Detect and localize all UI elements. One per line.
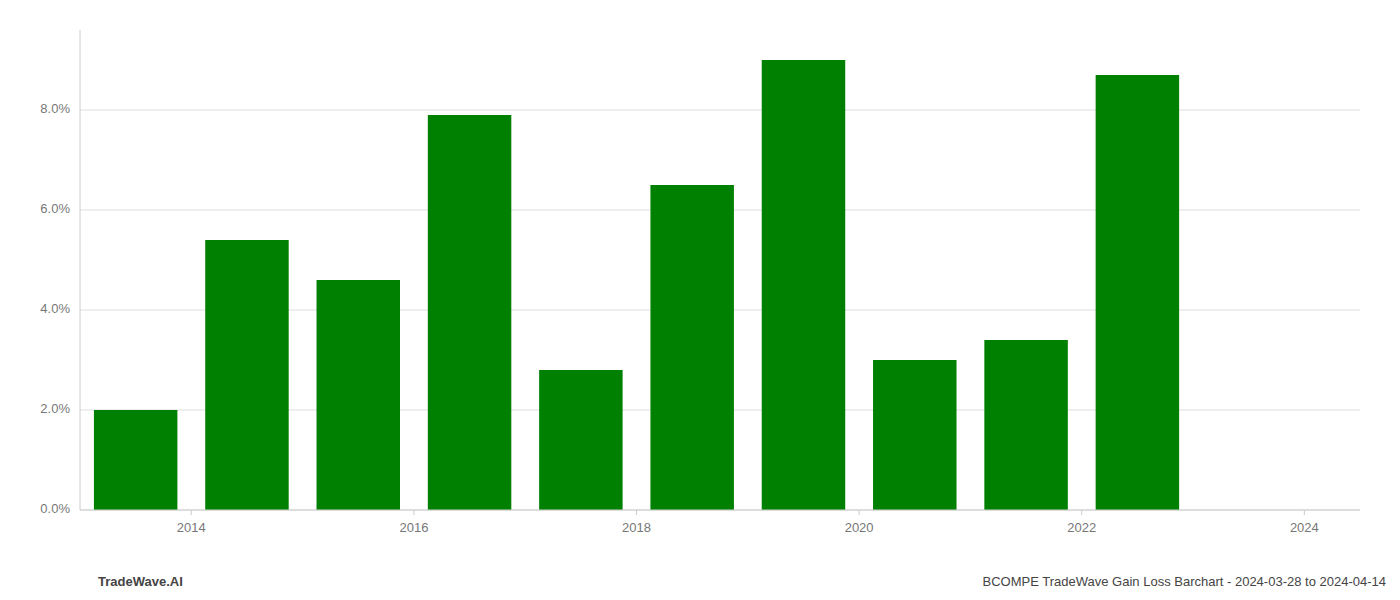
footer: TradeWave.AI BCOMPE TradeWave Gain Loss B… — [98, 574, 1386, 589]
x-tick-label: 2014 — [177, 520, 206, 535]
bar — [539, 370, 622, 510]
x-tick-label: 2020 — [845, 520, 874, 535]
x-tick — [636, 510, 637, 515]
bars — [94, 60, 1179, 510]
y-tick-label: 2.0% — [40, 401, 70, 416]
bar — [428, 115, 511, 510]
bar — [317, 280, 400, 510]
watermark: TradeWave.AI — [98, 574, 183, 589]
chart-svg: 0.0% 2.0% 4.0% 6.0% 8.0% 2014 2016 2018 2020 2022… — [0, 0, 1400, 600]
x-tick-label: 2022 — [1067, 520, 1096, 535]
grid-line — [80, 510, 1360, 511]
chart-title: BCOMPE TradeWave Gain Loss Barchart - 20… — [983, 574, 1386, 589]
x-axis: 2014 2016 2018 2020 2022 2024 — [80, 510, 1360, 535]
bar — [873, 360, 956, 510]
bar — [94, 410, 177, 510]
chart-container: 0.0% 2.0% 4.0% 6.0% 8.0% 2014 2016 2018 2020 2022… — [0, 0, 1400, 600]
y-tick-label: 4.0% — [40, 301, 70, 316]
x-tick — [413, 510, 414, 515]
y-axis: 0.0% 2.0% 4.0% 6.0% 8.0% — [40, 30, 80, 516]
x-tick-label: 2024 — [1290, 520, 1319, 535]
bar — [1096, 75, 1179, 510]
y-tick-label: 8.0% — [40, 101, 70, 116]
x-tick — [859, 510, 860, 515]
bar — [984, 340, 1067, 510]
y-axis-line — [80, 30, 81, 510]
x-axis-line — [80, 510, 1360, 511]
y-tick-label: 0.0% — [40, 501, 70, 516]
x-tick — [1081, 510, 1082, 515]
bar — [650, 185, 733, 510]
bar — [762, 60, 845, 510]
y-tick-label: 6.0% — [40, 201, 70, 216]
x-tick — [1304, 510, 1305, 515]
x-tick-label: 2018 — [622, 520, 651, 535]
x-tick-label: 2016 — [399, 520, 428, 535]
bar — [205, 240, 288, 510]
x-tick — [191, 510, 192, 515]
